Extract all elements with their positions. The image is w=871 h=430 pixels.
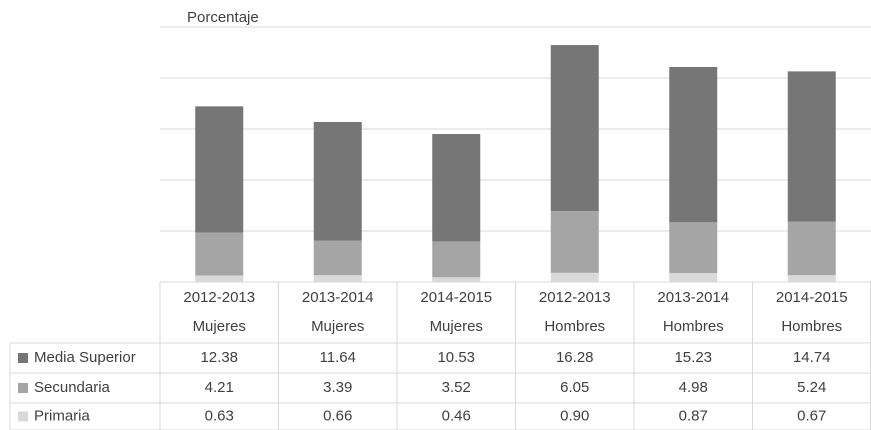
table-value: 0.87 <box>679 407 708 424</box>
table-value: 5.24 <box>797 379 826 396</box>
table-value: 3.39 <box>323 379 352 396</box>
category-label: 2013-2014 <box>657 289 729 306</box>
bar-segment <box>669 273 718 282</box>
legend-label: Secundaria <box>34 379 111 396</box>
bar-segment <box>195 275 244 282</box>
category-label: Mujeres <box>430 318 483 335</box>
table-value: 0.67 <box>797 407 826 424</box>
bar-segment <box>313 275 362 282</box>
category-label: 2013-2014 <box>302 289 374 306</box>
table-value: 6.05 <box>560 379 589 396</box>
bar-segment <box>669 66 718 223</box>
legend-swatch <box>18 383 28 393</box>
legend-label: Media Superior <box>34 349 136 366</box>
bar-segment <box>669 222 718 274</box>
category-label: 2012-2013 <box>539 289 611 306</box>
legend-swatch <box>18 353 28 363</box>
bar-segment <box>195 106 244 233</box>
category-label: Hombres <box>544 318 605 335</box>
table-value: 4.98 <box>679 379 708 396</box>
legend-swatch <box>18 411 28 422</box>
table-value: 14.74 <box>793 349 831 366</box>
bar-segment <box>787 221 836 276</box>
table-value: 10.53 <box>437 349 475 366</box>
bar-segment <box>787 71 836 222</box>
category-label: Hombres <box>781 318 842 335</box>
bar-segment <box>313 121 362 241</box>
table-value: 0.90 <box>560 407 589 424</box>
bar-segment <box>787 275 836 282</box>
category-label: Hombres <box>663 318 724 335</box>
table-value: 15.23 <box>674 349 712 366</box>
bar-segment <box>550 211 599 273</box>
table-value: 0.63 <box>205 407 234 424</box>
legend-label: Primaria <box>34 407 90 424</box>
table-value: 16.28 <box>556 349 594 366</box>
category-label: 2012-2013 <box>183 289 255 306</box>
bar-segment <box>550 45 599 212</box>
category-label: Mujeres <box>311 318 364 335</box>
table-value: 0.66 <box>323 407 352 424</box>
bar-segment <box>432 277 481 282</box>
table-value: 4.21 <box>205 379 234 396</box>
category-label: 2014-2015 <box>776 289 848 306</box>
category-label: Mujeres <box>193 318 246 335</box>
axis-title: Porcentaje <box>187 9 259 26</box>
table-value: 12.38 <box>200 349 238 366</box>
table-value: 3.52 <box>442 379 471 396</box>
bar-segment <box>195 232 244 276</box>
category-label: 2014-2015 <box>420 289 492 306</box>
bar-segment <box>432 133 481 242</box>
table-value: 11.64 <box>320 349 356 366</box>
bar-segment <box>550 272 599 282</box>
table-value: 0.46 <box>442 407 471 424</box>
bar-segment <box>313 240 362 276</box>
bar-segment <box>432 241 481 278</box>
